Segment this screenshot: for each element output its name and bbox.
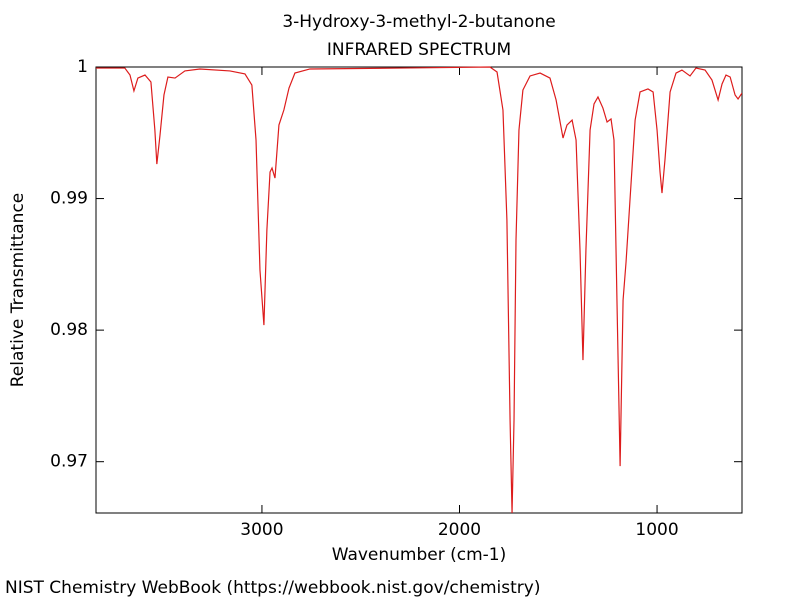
chart-subtitle: INFRARED SPECTRUM <box>327 40 511 60</box>
spectrum-line <box>96 66 742 513</box>
y-tick-label: 0.99 <box>50 189 88 209</box>
x-tick-label: 1000 <box>635 520 678 540</box>
x-tick-label: 3000 <box>240 520 283 540</box>
x-tick-label: 2000 <box>438 520 481 540</box>
x-axis-label: Wavenumber (cm-1) <box>332 545 507 565</box>
y-tick-label: 0.98 <box>50 320 88 340</box>
chart-title: 3-Hydroxy-3-methyl-2-butanone <box>282 12 555 32</box>
y-axis-label: Relative Transmittance <box>8 193 28 388</box>
source-note: NIST Chemistry WebBook (https://webbook.… <box>5 578 540 598</box>
plot-frame <box>95 66 743 514</box>
y-tick-label: 1 <box>77 57 88 77</box>
y-tick-label: 0.97 <box>50 452 88 472</box>
